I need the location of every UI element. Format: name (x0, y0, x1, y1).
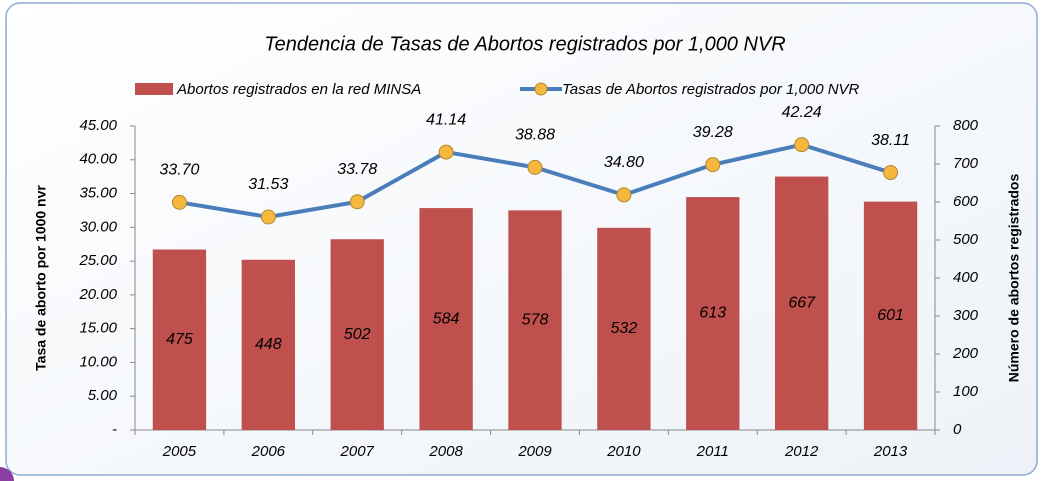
x-tick-label: 2011 (696, 443, 729, 460)
y-tick-label: 40.00 (79, 151, 117, 168)
line-marker (438, 144, 454, 160)
line-marker (171, 194, 187, 210)
legend-label: Tasas de Abortos registrados por 1,000 N… (562, 81, 860, 98)
bar (775, 176, 829, 430)
line-marker (616, 187, 632, 203)
line-label: 38.88 (515, 127, 555, 144)
bar-label: 578 (522, 311, 549, 328)
corner-decor (0, 467, 14, 481)
bar (241, 259, 295, 430)
bar-label: 475 (166, 331, 193, 348)
line-marker (794, 137, 810, 153)
x-tick-label: 2012 (784, 443, 819, 460)
legend-label: Abortos registrados en la red MINSA (176, 81, 421, 98)
y2-axis-title: Número de abortos registrados (1006, 174, 1022, 383)
bar-label: 448 (255, 336, 282, 353)
bar (330, 239, 384, 430)
y-tick-label: - (112, 421, 117, 438)
bar (152, 249, 207, 430)
line-label: 39.28 (693, 124, 733, 141)
x-tick-label: 2006 (251, 443, 286, 460)
line-label: 41.14 (426, 111, 466, 128)
line-marker (260, 209, 276, 225)
y2-tick-label: 0 (953, 421, 962, 438)
line-label: 38.11 (871, 132, 910, 149)
bar-label: 532 (611, 320, 638, 337)
bar-label: 613 (699, 305, 726, 322)
y2-tick-label: 500 (953, 231, 979, 248)
x-tick-label: 2007 (340, 443, 375, 460)
line-label: 33.70 (159, 162, 199, 179)
bar (686, 197, 740, 430)
y-tick-label: 30.00 (79, 218, 117, 235)
legend-marker (534, 82, 548, 96)
y2-tick-label: 100 (953, 383, 979, 400)
y2-tick-label: 200 (952, 345, 979, 362)
y2-tick-label: 600 (953, 193, 979, 210)
x-tick-label: 2010 (606, 443, 641, 460)
line-label: 33.78 (337, 161, 377, 178)
x-tick-label: 2005 (162, 443, 197, 460)
bar-label: 502 (344, 326, 371, 343)
y2-tick-label: 300 (953, 307, 979, 324)
y-tick-label: 35.00 (79, 185, 117, 202)
bar-label: 584 (433, 310, 460, 327)
y-tick-label: 15.00 (79, 320, 117, 337)
chart-title: Tendencia de Tasas de Abortos registrado… (264, 33, 785, 55)
y-axis-title: Tasa de aborto por 1000 nvr (33, 185, 49, 371)
line-marker (883, 165, 899, 181)
y2-tick-label: 800 (953, 117, 979, 134)
legend-swatch (135, 83, 173, 95)
line-marker (349, 194, 365, 210)
y-tick-label: 10.00 (79, 353, 117, 370)
y-tick-label: 20.00 (78, 286, 117, 303)
y-tick-label: 25.00 (78, 252, 117, 269)
line-label: 31.53 (248, 176, 288, 193)
y-tick-label: 5.00 (88, 387, 118, 404)
line-label: 34.80 (604, 154, 644, 171)
x-tick-label: 2013 (873, 443, 908, 460)
line-marker (705, 157, 721, 173)
x-tick-label: 2009 (517, 443, 552, 460)
bar-label: 667 (788, 294, 816, 311)
bar (419, 208, 473, 430)
bar (508, 210, 562, 430)
x-tick-label: 2008 (428, 443, 463, 460)
line-marker (527, 159, 543, 175)
line-label: 42.24 (782, 104, 822, 121)
bar (863, 201, 918, 430)
bar-label: 601 (877, 307, 904, 324)
y2-tick-label: 400 (953, 269, 979, 286)
bar (597, 227, 651, 430)
y2-tick-label: 700 (953, 155, 979, 172)
y-tick-label: 45.00 (79, 117, 117, 134)
